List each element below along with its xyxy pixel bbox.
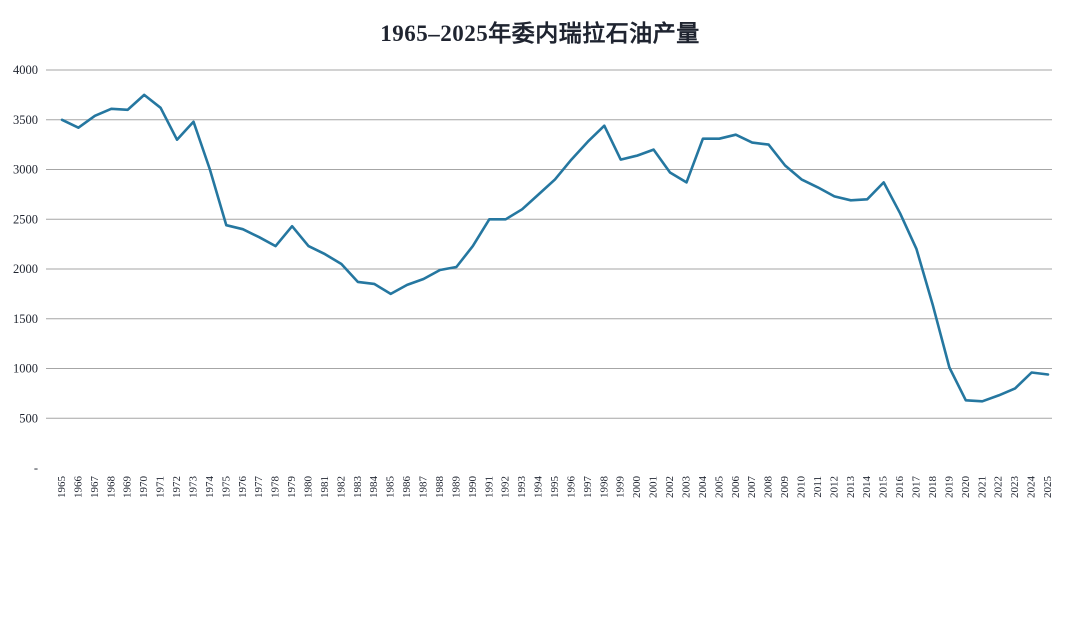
x-axis-tick-label: 1994	[533, 476, 545, 499]
x-axis-tick-label: 1995	[549, 476, 561, 499]
x-axis-tick-label: 1969	[122, 476, 134, 499]
x-axis-tick-label: 1965	[56, 476, 68, 499]
y-axis-tick-label: 1500	[13, 312, 38, 326]
x-axis-tick-label: 1997	[582, 476, 594, 499]
x-axis-tick-label: 1987	[418, 476, 430, 499]
series-line-石油产量	[60, 93, 1050, 403]
x-axis-tick-label: 2003	[680, 476, 692, 499]
x-axis-tick-label: 2018	[927, 476, 939, 499]
x-axis-tick-label: 2008	[763, 476, 775, 499]
x-axis-tick-label: 1968	[105, 476, 117, 499]
x-axis-tick-label: 2010	[796, 476, 808, 499]
x-axis-tick-label: 2020	[960, 476, 972, 499]
x-axis-tick-label: 2017	[911, 476, 923, 499]
x-axis-tick-label: 2009	[779, 476, 791, 499]
x-axis-tick-label: 1967	[89, 476, 101, 499]
x-axis-tick-label: 2011	[812, 476, 824, 498]
x-axis-tick-label: 1985	[385, 476, 397, 499]
x-axis-tick-label: 1993	[516, 476, 528, 499]
x-axis-tick-label: 1996	[565, 476, 577, 499]
x-axis-tick-label: 2005	[713, 476, 725, 499]
chart-title: 1965–2025年委内瑞拉石油产量	[380, 21, 700, 46]
x-axis-tick-label: 1979	[286, 476, 298, 499]
x-axis-tick-label: 1989	[450, 476, 462, 499]
x-axis-tick-label: 1991	[483, 476, 495, 498]
x-axis-tick-label: 2025	[1042, 476, 1054, 499]
x-axis-tick-label: 1981	[319, 476, 331, 498]
x-axis-tick-label: 1978	[270, 476, 282, 499]
x-axis-tick-label: 2013	[845, 476, 857, 499]
x-axis-tick-label: 1982	[335, 476, 347, 498]
y-axis-tick-label: -	[34, 461, 38, 475]
x-axis-tick-label: 2007	[746, 476, 758, 499]
y-axis-tick-label: 2500	[13, 212, 38, 226]
x-axis-tick-label: 2019	[943, 476, 955, 499]
x-axis-tick-label: 1974	[204, 476, 216, 499]
x-axis-tick-label: 1980	[303, 476, 315, 499]
x-axis-tick-label: 1999	[615, 476, 627, 499]
x-axis-tick-label: 2002	[664, 476, 676, 498]
x-axis-tick-label: 2004	[697, 476, 709, 499]
x-axis-tick-label: 1998	[598, 476, 610, 499]
x-axis-tick-label: 1992	[500, 476, 512, 498]
y-axis-tick-label: 4000	[13, 63, 38, 77]
x-axis-tick-label: 1970	[138, 476, 150, 499]
x-axis-tick-label: 2021	[976, 476, 988, 498]
x-axis-tick-label: 2016	[894, 476, 906, 499]
y-axis-tick-label: 500	[19, 411, 38, 425]
x-axis-tick-label: 1986	[401, 476, 413, 499]
x-axis-tick-label: 2014	[861, 476, 873, 499]
x-axis-tick-label: 1976	[237, 476, 249, 499]
x-axis-tick-label: 2001	[648, 476, 660, 498]
y-axis-tick-label: 1000	[13, 362, 38, 376]
x-axis-tick-label: 2015	[878, 476, 890, 499]
y-axis-tick-label: 3500	[13, 113, 38, 127]
x-axis-tick-label: 1973	[187, 476, 199, 499]
x-axis-tick-label: 1990	[467, 476, 479, 499]
x-axis-tick-label: 2006	[730, 476, 742, 499]
x-axis-tick-label: 1977	[253, 476, 265, 499]
x-axis-tick-label: 1972	[171, 476, 183, 498]
x-axis-tick-label: 2024	[1026, 476, 1038, 499]
x-axis-tick-label: 1966	[72, 476, 84, 499]
x-axis-tick-label: 1988	[434, 476, 446, 499]
y-axis-tick-label: 2000	[13, 262, 38, 276]
x-axis-tick-label: 1983	[352, 476, 364, 499]
x-axis-tick-label: 1984	[368, 476, 380, 499]
x-axis-tick-label: 1975	[220, 476, 232, 499]
x-axis-tick-label: 2012	[828, 476, 840, 498]
x-axis-tick-label: 2000	[631, 476, 643, 499]
x-axis-tick-label: 1971	[155, 476, 167, 498]
y-axis-tick-label: 3000	[13, 163, 38, 177]
x-axis-tick-label: 2023	[1009, 475, 1021, 498]
x-axis-tick-label: 2022	[993, 476, 1005, 498]
